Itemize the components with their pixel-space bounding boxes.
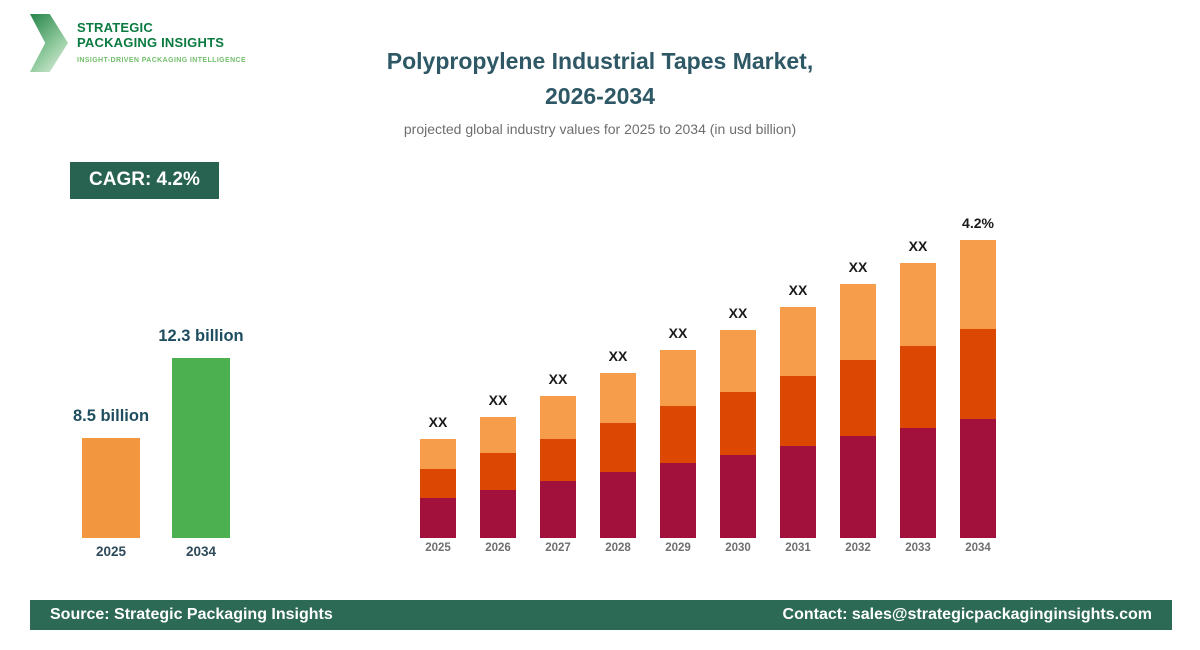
stacked-bar-cell-2027: XX 2027 [540,371,576,554]
brand-logo: STRATEGIC PACKAGING INSIGHTS INSIGHT-DRI… [30,14,246,72]
bar-segment-middle [720,392,756,455]
bar-segment-middle [420,468,456,499]
stacked-bar-cell-2031: XX 2031 [780,282,816,554]
bar-segment-bottom [720,454,756,538]
bar-value-label: XX [668,325,688,341]
header: Polypropylene Industrial Tapes Market, 2… [290,44,910,137]
bar-value-label: XX [488,392,508,408]
mini-bar-year-label: 2034 [185,544,217,559]
bar-segment-middle [600,422,636,472]
bar-value-label: XX [548,371,568,387]
bar-year-label: 2033 [905,542,931,554]
brand-name-line1: STRATEGIC [77,20,153,35]
bar-year-label: 2025 [425,542,451,554]
footer-contact: Contact: sales@strategicpackaginginsight… [782,606,1152,623]
page-subtitle: projected global industry values for 202… [403,121,797,137]
bar-year-label: 2030 [725,542,751,554]
bar-segment-bottom [540,481,576,538]
page-title-line2: 2026-2034 [545,83,655,109]
bar-segment-top [900,263,936,346]
bar-segment-top [480,417,516,454]
brand-name-line2: PACKAGING INSIGHTS [77,35,225,50]
bar-segment-bottom [900,428,936,538]
bar-year-label: 2028 [605,542,631,554]
bar-year-label: 2034 [965,542,991,554]
bar-segment-top [960,240,996,330]
bar-segment-bottom [780,445,816,538]
bar-value-label: XX [728,305,748,321]
bar-segment-bottom [660,462,696,538]
bar-segment-top [660,350,696,407]
bar-segment-top [540,396,576,439]
bar-value-label: XX [788,282,808,298]
mini-bar-2034 [172,358,230,538]
bar-value-label: XX [608,348,628,364]
stacked-bar-cell-2033: XX 2033 [900,238,936,554]
mini-bar-2025 [82,438,140,538]
mini-bar-year-label: 2025 [95,544,127,559]
bar-value-label: 4.2% [962,215,994,231]
bar-segment-middle [660,406,696,463]
bar-segment-bottom [480,489,516,538]
brand-text: STRATEGIC PACKAGING INSIGHTS INSIGHT-DRI… [77,14,246,64]
stacked-bar-cell-2032: XX 2032 [840,259,876,554]
bar-segment-middle [480,453,516,490]
mini-bar-value-label: 12.3 billion [158,327,244,345]
bar-value-label: XX [428,414,448,430]
bar-value-label: XX [848,259,868,275]
page-title-line1: Polypropylene Industrial Tapes Market, [386,48,814,74]
chevron-arrow-icon [30,14,68,72]
stacked-bar-cell-2026: XX 2026 [480,392,516,554]
bar-segment-bottom [420,498,456,538]
bar-value-label: XX [908,238,928,254]
bar-segment-middle [780,376,816,446]
bar-year-label: 2031 [785,542,811,554]
bar-segment-middle [960,329,996,419]
mini-bar-value-label: 8.5 billion [72,407,150,425]
bar-segment-top [780,307,816,377]
bar-segment-top [600,373,636,423]
brand-tagline: INSIGHT-DRIVEN PACKAGING INTELLIGENCE [77,57,247,64]
bar-segment-middle [540,438,576,482]
stacked-bar-cell-2029: XX 2029 [660,325,696,554]
stacked-bar-cell-2034: 4.2% 2034 [960,215,996,554]
stacked-bar-cell-2030: XX 2030 [720,305,756,554]
bar-year-label: 2026 [485,542,511,554]
bar-segment-top [420,439,456,469]
bar-segment-bottom [840,436,876,538]
mini-bar-cell-2025: 8.5 billion 2025 [73,407,149,559]
footer-source: Source: Strategic Packaging Insights [50,606,333,623]
bar-segment-middle [840,360,876,437]
bar-segment-top [840,284,876,361]
bar-segment-bottom [960,418,996,538]
bar-year-label: 2032 [845,542,871,554]
mini-comparison-chart: 8.5 billion 2025 12.3 billion 2034 [73,327,244,559]
mini-bar-cell-2034: 12.3 billion 2034 [158,327,243,559]
bar-year-label: 2029 [665,542,691,554]
stacked-bar-chart: XX 2025 XX 2026 XX 2027 XX 2028 XX 2029 XX 2030 XX 20… [420,215,996,554]
stacked-bar-cell-2028: XX 2028 [600,348,636,554]
bar-segment-top [720,330,756,393]
bar-segment-bottom [600,472,636,538]
stacked-bar-cell-2025: XX 2025 [420,414,456,554]
cagr-badge: CAGR: 4.2% [70,162,219,199]
footer-bar: Source: Strategic Packaging Insights Con… [30,600,1172,630]
bar-year-label: 2027 [545,542,571,554]
bar-segment-middle [900,345,936,428]
